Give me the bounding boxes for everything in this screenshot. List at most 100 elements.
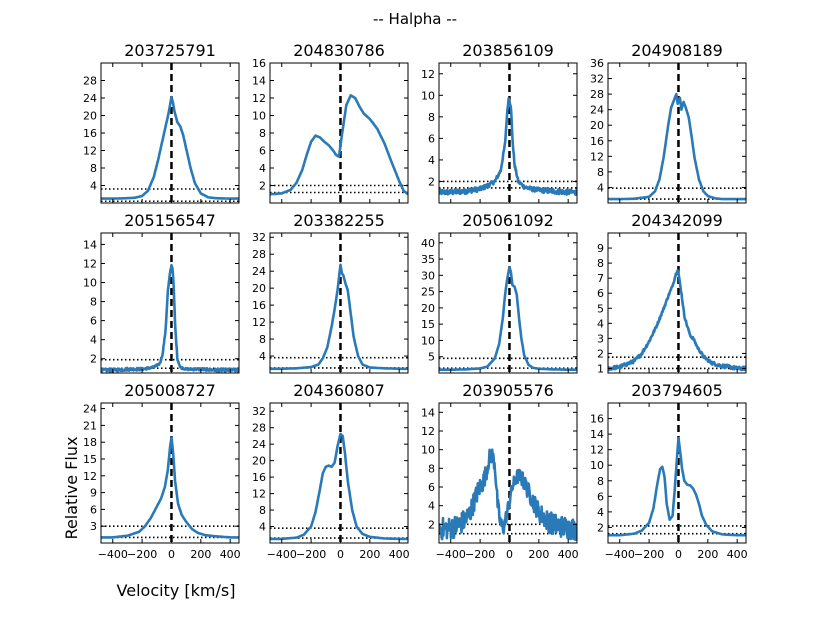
y-tick-label: 4 bbox=[90, 334, 97, 347]
plot-area bbox=[270, 403, 408, 543]
panel-frame bbox=[607, 232, 747, 374]
panel-frame bbox=[438, 232, 578, 374]
plot-area bbox=[270, 233, 408, 373]
plot-area bbox=[439, 403, 577, 543]
y-tick-label: 4 bbox=[597, 181, 604, 194]
y-tick-label: 2 bbox=[597, 347, 604, 360]
plot-area bbox=[439, 233, 577, 373]
panel: 203725791 4 8 12 16 20 24 28 bbox=[83, 41, 240, 204]
y-tick-label: 10 bbox=[421, 89, 435, 102]
panel-frame bbox=[269, 402, 409, 544]
panel-frame bbox=[607, 62, 747, 204]
panel-frame bbox=[100, 232, 240, 374]
x-tick-label: 200 bbox=[190, 548, 211, 561]
y-tick-label: 18 bbox=[83, 436, 97, 449]
x-tick-label: 400 bbox=[727, 548, 748, 561]
y-tick-label: 12 bbox=[83, 470, 97, 483]
y-tick-label: 28 bbox=[252, 248, 266, 261]
y-tick-label: 12 bbox=[252, 488, 266, 501]
y-tick-label: 30 bbox=[421, 269, 435, 282]
y-tick-label: 16 bbox=[590, 135, 604, 148]
y-tick-label: 4 bbox=[90, 180, 97, 193]
y-tick-label: 8 bbox=[428, 111, 435, 124]
y-tick-label: 10 bbox=[421, 444, 435, 457]
x-tick-label: −400 bbox=[605, 548, 635, 561]
y-tick-label: 12 bbox=[590, 150, 604, 163]
y-tick-label: 10 bbox=[590, 459, 604, 472]
y-tick-label: 6 bbox=[597, 490, 604, 503]
y-tick-label: 12 bbox=[83, 145, 97, 158]
halpha-profile-line bbox=[608, 436, 746, 537]
y-tick-label: 12 bbox=[421, 425, 435, 438]
y-tick-label: 6 bbox=[597, 287, 604, 300]
panel: 204342099 1 2 3 4 5 6 7 8 9 bbox=[597, 211, 747, 375]
x-tick-label: −400 bbox=[98, 548, 128, 561]
y-tick-label: 9 bbox=[597, 242, 604, 255]
panel: 203905576 2 4 6 8 10 12 14 −400 −200 0 200 400 bbox=[421, 381, 579, 561]
y-tick-label: 10 bbox=[421, 334, 435, 347]
halpha-profile-line bbox=[270, 94, 408, 196]
y-tick-label: 2 bbox=[90, 353, 97, 366]
panel-title: 203382255 bbox=[293, 211, 385, 230]
x-axis-label: Velocity [km/s] bbox=[117, 581, 236, 600]
y-tick-label: 24 bbox=[252, 438, 266, 451]
y-axis-label: Relative Flux bbox=[62, 437, 81, 540]
panel-title: 204360807 bbox=[293, 381, 385, 400]
panel: 204830786 2 4 6 8 10 12 14 16 bbox=[252, 41, 409, 204]
y-tick-label: 4 bbox=[259, 350, 266, 363]
y-tick-label: 5 bbox=[428, 351, 435, 364]
x-tick-label: 0 bbox=[506, 548, 513, 561]
y-tick-label: 12 bbox=[252, 316, 266, 329]
x-tick-label: 0 bbox=[675, 548, 682, 561]
panel: 203794605 2 4 6 8 10 12 14 16 −400 −200 0 200 400 bbox=[590, 381, 748, 561]
y-tick-label: 4 bbox=[259, 162, 266, 175]
panel-frame bbox=[438, 402, 578, 544]
panel-frame bbox=[438, 62, 578, 204]
x-tick-label: −200 bbox=[296, 548, 326, 561]
y-tick-label: 6 bbox=[428, 132, 435, 145]
y-tick-label: 1 bbox=[597, 362, 604, 375]
plot-area bbox=[439, 63, 577, 203]
y-tick-label: 2 bbox=[597, 521, 604, 534]
x-tick-label: 200 bbox=[697, 548, 718, 561]
y-tick-label: 16 bbox=[83, 127, 97, 140]
y-tick-label: 24 bbox=[590, 104, 604, 117]
y-tick-label: 10 bbox=[252, 110, 266, 123]
y-tick-label: 6 bbox=[90, 503, 97, 516]
x-tick-label: −400 bbox=[436, 548, 466, 561]
panel: 205061092 5 10 15 20 25 30 35 40 bbox=[421, 211, 578, 374]
x-tick-label: −400 bbox=[267, 548, 297, 561]
y-tick-label: 15 bbox=[421, 318, 435, 331]
y-tick-label: 20 bbox=[252, 455, 266, 468]
y-tick-label: 12 bbox=[252, 92, 266, 105]
panel: 205008727 3 6 9 12 15 18 21 24 −400 −200 0 200 400 bbox=[83, 381, 241, 561]
halpha-profile-line bbox=[101, 263, 239, 373]
y-tick-label: 8 bbox=[90, 296, 97, 309]
plot-area bbox=[101, 63, 239, 203]
y-tick-label: 10 bbox=[83, 277, 97, 290]
y-tick-label: 14 bbox=[421, 406, 435, 419]
x-tick-label: 0 bbox=[168, 548, 175, 561]
y-tick-label: 24 bbox=[83, 92, 97, 105]
x-tick-label: 200 bbox=[528, 548, 549, 561]
panel-frame bbox=[607, 402, 747, 544]
y-tick-label: 7 bbox=[597, 272, 604, 285]
y-tick-label: 4 bbox=[428, 500, 435, 513]
y-tick-label: 24 bbox=[252, 265, 266, 278]
panel-title: 204342099 bbox=[631, 211, 723, 230]
x-tick-label: 400 bbox=[220, 548, 241, 561]
y-tick-label: 6 bbox=[259, 145, 266, 158]
y-tick-label: 8 bbox=[90, 162, 97, 175]
y-tick-label: 12 bbox=[83, 257, 97, 270]
panel-title: 205156547 bbox=[124, 211, 216, 230]
y-tick-label: 4 bbox=[259, 521, 266, 534]
halpha-profile-line bbox=[439, 448, 577, 541]
y-tick-label: 16 bbox=[252, 471, 266, 484]
y-tick-label: 4 bbox=[597, 317, 604, 330]
plot-area bbox=[608, 403, 746, 543]
panel-grid: 2037257914812162024282048307862468101214… bbox=[83, 41, 748, 561]
y-tick-label: 25 bbox=[421, 286, 435, 299]
panel-title: 205061092 bbox=[462, 211, 554, 230]
panel-title: 204830786 bbox=[293, 41, 385, 60]
y-tick-label: 12 bbox=[421, 68, 435, 81]
